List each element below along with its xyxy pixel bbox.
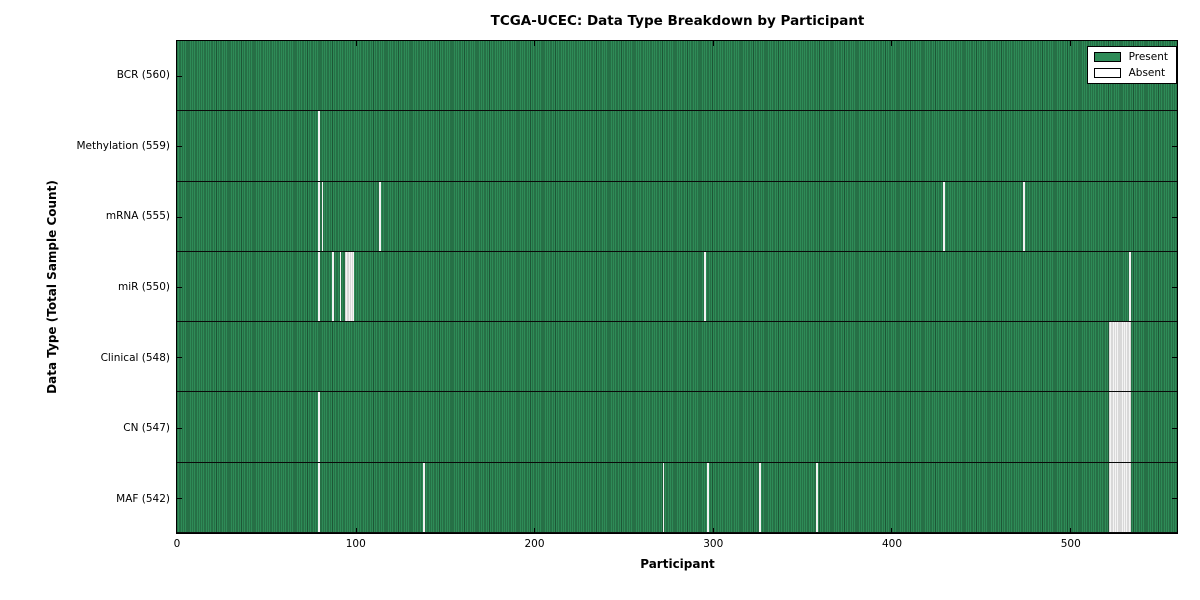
y-tick-mark [177, 76, 182, 78]
x-axis-label: Participant [640, 557, 715, 571]
legend-label-present: Present [1128, 51, 1168, 63]
y-tick-mark [1172, 357, 1177, 359]
absent-cells [1109, 392, 1131, 462]
x-tick-mark [355, 41, 357, 46]
y-tick-mark [1172, 216, 1177, 218]
y-tick-mark [177, 497, 182, 499]
y-tick-label-methylation: Methylation (559) [76, 139, 170, 152]
plot-area [176, 40, 1178, 534]
y-tick-mark [177, 287, 182, 288]
x-tick-label: 500 [1060, 538, 1081, 550]
heatmap-row-mrna [177, 181, 1177, 252]
x-tick-mark [534, 528, 536, 533]
y-tick-label-mir: miR (550) [117, 281, 170, 293]
heatmap-row-methylation [177, 111, 1177, 182]
legend-entry-absent: Absent [1093, 67, 1168, 79]
y-tick-mark [1172, 146, 1177, 148]
x-tick-label: 200 [524, 538, 545, 550]
y-tick-mark [177, 216, 182, 218]
y-tick-mark [177, 146, 182, 148]
absent-cells [318, 181, 320, 251]
x-tick-mark [534, 41, 536, 46]
y-tick-mark [1172, 427, 1177, 429]
absent-cells [321, 181, 324, 251]
y-tick-mark [177, 357, 182, 359]
x-tick-mark [712, 41, 714, 46]
x-tick-mark [712, 528, 714, 533]
heatmap-row-mir [177, 251, 1177, 323]
y-tick-label-maf: MAF (542) [116, 492, 170, 505]
legend-entry-present: Present [1093, 51, 1168, 63]
y-tick-label-mrna: mRNA (555) [105, 210, 170, 223]
heatmap-row-maf [177, 462, 1177, 533]
x-tick-mark [1069, 528, 1071, 533]
y-tick-mark [1172, 287, 1177, 288]
absent-cells [1023, 181, 1026, 251]
x-tick-mark [891, 41, 893, 46]
y-tick-mark [177, 427, 182, 429]
absent-cells [703, 251, 706, 322]
present-swatch-icon [1093, 52, 1121, 62]
absent-swatch-icon [1093, 68, 1121, 78]
absent-cells [1109, 462, 1131, 532]
y-axis-label: Data Type (Total Sample Count) [45, 180, 59, 394]
y-tick-label-bcr: BCR (560) [116, 69, 170, 82]
absent-cells [1128, 251, 1131, 322]
absent-cells [332, 251, 335, 322]
absent-cells [318, 251, 320, 322]
absent-cells [816, 462, 819, 532]
absent-cells [339, 251, 342, 322]
x-tick-label: 100 [345, 538, 366, 550]
legend: Present Absent [1086, 46, 1177, 84]
heatmap-row-bcr [177, 41, 1177, 112]
absent-cells [318, 462, 320, 532]
y-tick-labels: BCR (560) Methylation (559) mRNA (555) miR … [0, 40, 170, 534]
x-tick-mark [891, 528, 893, 533]
absent-cells [423, 462, 426, 532]
y-tick-label-cn: CN (547) [123, 422, 170, 435]
x-tick-labels: 0 100 200 300 400 500 [173, 538, 1178, 552]
x-tick-mark [355, 528, 357, 533]
absent-cells [759, 462, 761, 532]
x-tick-mark [1069, 41, 1071, 46]
absent-cells [662, 462, 665, 532]
x-tick-label: 300 [703, 538, 724, 550]
absent-cells [1109, 322, 1131, 392]
x-tick-label: 0 [173, 538, 181, 550]
y-tick-mark [1172, 497, 1177, 499]
absent-cells [318, 111, 320, 181]
y-tick-label-clinical: Clinical (548) [100, 351, 170, 364]
heatmap-row-cn [177, 392, 1177, 463]
legend-label-absent: Absent [1128, 67, 1166, 79]
absent-cells [943, 181, 945, 251]
absent-cells [378, 181, 381, 251]
absent-cells [344, 251, 354, 322]
absent-cells [707, 462, 710, 532]
heatmap-row-clinical [177, 322, 1177, 393]
x-tick-label: 400 [881, 538, 903, 550]
absent-cells [318, 392, 320, 462]
chart-title: TCGA-UCEC: Data Type Breakdown by Partic… [490, 13, 865, 29]
